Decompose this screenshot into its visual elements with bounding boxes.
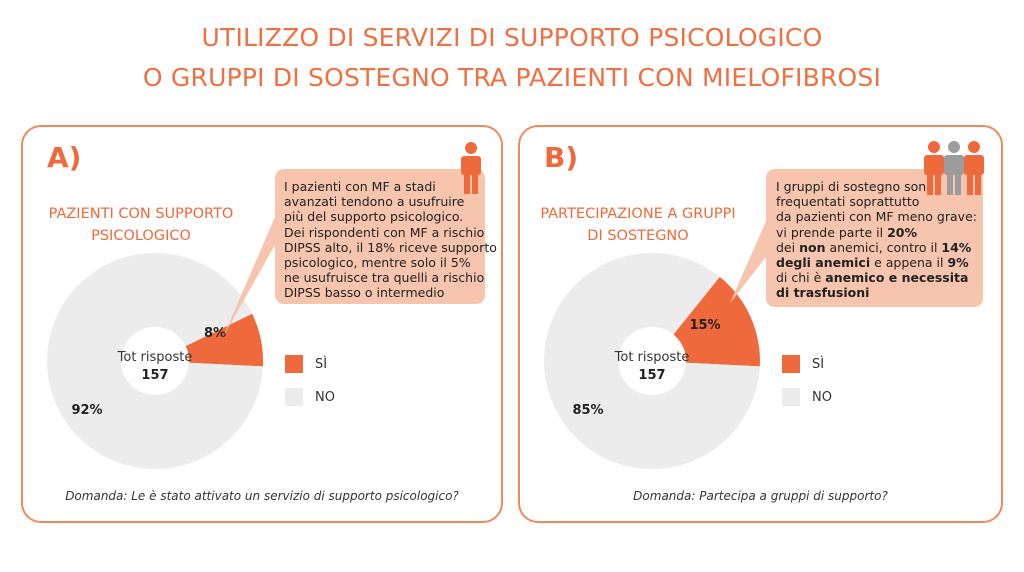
callout-line: dei non anemici, contro il 14% (776, 240, 977, 255)
chart-heading-line-1: PAZIENTI CON SUPPORTO (48, 206, 234, 222)
callout-line: DIPSS alto, il 18% riceve supporto (284, 239, 497, 255)
center-value: 157 (141, 368, 168, 383)
legend-item-yes: SÌ (782, 355, 824, 373)
panel-letter: B) (544, 141, 579, 174)
callout-bold-segment: 14% (941, 239, 972, 255)
chart-heading-line-2: DI SOSTEGNO (587, 228, 689, 244)
callout-text-segment: di chi è (776, 270, 826, 286)
callout-line: I gruppi di sostegno sono (776, 179, 934, 194)
legend-label-yes: SÌ (812, 356, 825, 372)
person-icon (461, 142, 481, 194)
callout-line: avanzati tendono a usufruire (284, 194, 465, 210)
chart-heading: PARTECIPAZIONE A GRUPPI DI SOSTEGNO (538, 203, 738, 247)
callout-line: di chi è anemico e necessita (776, 270, 977, 285)
panel-b: B) PARTECIPAZIONE A GRUPPI DI SOSTEGNO T… (518, 125, 1003, 523)
yes-value-label: 15% (689, 318, 720, 333)
title-line-2: O GRUPPI DI SOSTEGNO TRA PAZIENTI CON MI… (142, 63, 882, 92)
callout-bold-segment: degli anemici (776, 255, 871, 271)
callout-text-segment: vi prende parte il (776, 224, 888, 240)
center-label: Tot risposte (614, 350, 690, 365)
no-value-label: 85% (572, 403, 603, 418)
legend-label-yes: SÌ (315, 356, 328, 372)
question-text: Domanda: Partecipa a gruppi di supporto? (633, 489, 888, 503)
callout-line: frequentati soprattutto (776, 194, 920, 210)
title-line-1: UTILIZZO DI SERVIZI DI SUPPORTO PSICOLOG… (201, 23, 823, 52)
panel-letter: A) (47, 141, 82, 174)
callout-text-segment: e appena il (870, 255, 948, 271)
chart-heading-line-1: PARTECIPAZIONE A GRUPPI (540, 206, 736, 222)
callout-line: ne usufruisce tra quelli a rischio (284, 270, 485, 286)
panel-a: A) PAZIENTI CON SUPPORTO PSICOLOGICO Tot… (21, 125, 503, 523)
donut-chart: Tot risposte 157 8% 92% (47, 253, 263, 469)
chart-heading: PAZIENTI CON SUPPORTO PSICOLOGICO (41, 203, 241, 247)
donut-slice-no (47, 253, 263, 469)
callout-line: da pazienti con MF meno grave: (776, 209, 977, 225)
legend-swatch-yes (782, 355, 800, 373)
callout-line: DIPSS basso o intermedio (284, 285, 445, 301)
center-label: Tot risposte (117, 350, 193, 365)
chart-heading-line-2: PSICOLOGICO (91, 228, 191, 244)
page-title: UTILIZZO DI SERVIZI DI SUPPORTO PSICOLOG… (0, 18, 1024, 98)
legend-item-no: NO (782, 388, 832, 406)
legend-label-no: NO (315, 389, 335, 405)
question-text: Domanda: Le è stato attivato un servizio… (65, 489, 459, 503)
legend-swatch-yes (285, 355, 303, 373)
callout-line: psicologico, mentre solo il 5% (284, 255, 471, 271)
legend-swatch-no (782, 388, 800, 406)
group-icon (924, 141, 984, 195)
callout-line: di trasfusioni (776, 285, 977, 300)
callout-bold-segment: non (799, 239, 826, 255)
no-value-label: 92% (71, 403, 102, 418)
callout-bold-segment: di trasfusioni (776, 285, 870, 301)
donut-slice-no (544, 253, 760, 469)
legend-item-yes: SÌ (285, 355, 327, 373)
callout-text-segment: anemici, contro il (825, 239, 942, 255)
callout-bold-segment: 9% (947, 255, 969, 271)
callout-text-segment: dei (776, 239, 800, 255)
legend-item-no: NO (285, 388, 335, 406)
legend-label-no: NO (812, 389, 832, 405)
callout-line: Dei rispondenti con MF a rischio (284, 224, 485, 240)
callout-bold-segment: anemico e necessita (825, 270, 969, 286)
callout-bold-segment: 20% (887, 224, 917, 240)
donut-hole (618, 327, 686, 395)
center-value: 157 (638, 368, 665, 383)
legend-swatch-no (285, 388, 303, 406)
yes-value-label: 8% (204, 326, 226, 341)
callout-line: degli anemici e appena il 9% (776, 255, 977, 270)
callout-text: I gruppi di sostegno sono frequentati so… (776, 179, 977, 301)
callout-line: più del supporto psicologico. (284, 209, 464, 225)
callout-line: I pazienti con MF a stadi (284, 179, 436, 194)
donut-chart: Tot risposte 157 15% 85% (544, 253, 760, 469)
donut-hole (121, 327, 189, 395)
callout-line: vi prende parte il 20% (776, 225, 977, 240)
callout-text: I pazienti con MF a stadi avanzati tendo… (284, 179, 497, 301)
